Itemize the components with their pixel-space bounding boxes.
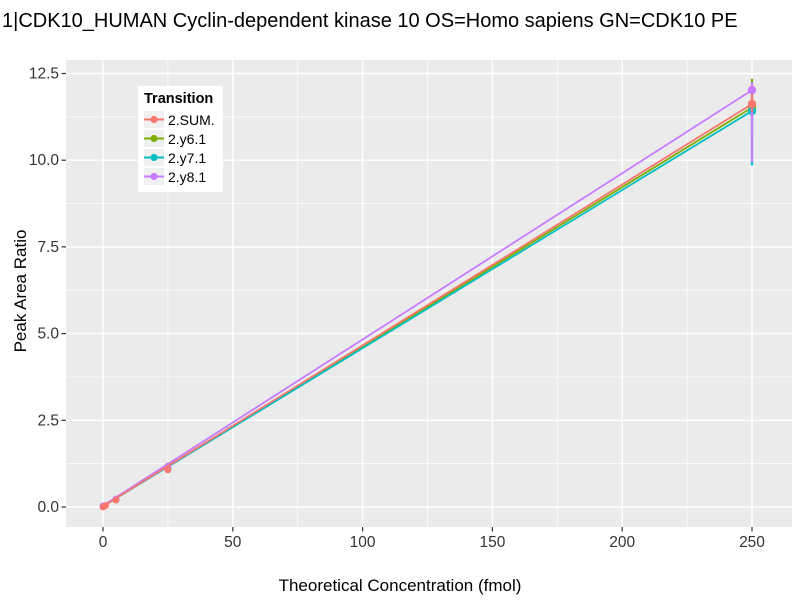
x-axis-title: Theoretical Concentration (fmol) — [278, 576, 522, 595]
series-2-sum — [99, 94, 757, 511]
legend-key-pointrange-icon — [144, 111, 164, 128]
y-tick-labels: 0.0 2.5 5.0 7.5 10.0 12.5 — [29, 66, 60, 517]
legend-key-pointrange-icon — [144, 130, 164, 147]
legend-item-2-y7-1: 2.y7.1 — [144, 148, 215, 167]
legend-title: Transition — [144, 91, 214, 107]
y-axis-title: Peak Area Ratio — [11, 229, 30, 353]
fit-line — [102, 110, 753, 508]
x-tick-label: 150 — [479, 534, 505, 551]
legend-key-pointrange-icon — [144, 168, 164, 185]
legend-item-label: 2.y7.1 — [168, 149, 207, 166]
legend-key-pointrange-icon — [144, 149, 164, 166]
y-tick-label: 7.5 — [37, 239, 59, 256]
minor-gridlines — [66, 60, 792, 527]
data-point — [164, 466, 172, 474]
legend-item-2-y8-1: 2.y8.1 — [144, 167, 215, 186]
legend-item-label: 2.SUM. — [168, 111, 215, 128]
x-tick-label: 200 — [609, 534, 635, 551]
fit-line — [102, 89, 753, 507]
x-tick-label: 50 — [224, 534, 242, 551]
y-tick-label: 10.0 — [29, 152, 60, 169]
axis-tick-marks — [61, 72, 753, 532]
chart-title: 1|CDK10_HUMAN Cyclin-dependent kinase 10… — [2, 10, 738, 32]
fit-line — [102, 103, 753, 508]
legend-item-label: 2.y6.1 — [168, 130, 207, 147]
data-point — [747, 85, 757, 95]
x-tick-label: 250 — [739, 534, 765, 551]
legend: Transition 2.SUM. 2.y6.1 2.y7.1 2.y8.1 — [138, 86, 223, 192]
y-tick-label: 0.0 — [37, 499, 59, 516]
y-tick-label: 5.0 — [37, 326, 59, 343]
legend-item-2-sum: 2.SUM. — [144, 110, 215, 129]
x-tick-label: 0 — [99, 534, 108, 551]
major-gridlines — [66, 60, 792, 527]
y-tick-label: 12.5 — [29, 66, 59, 83]
x-tick-labels: 0 50 100 150 200 250 — [99, 534, 766, 551]
legend-item-2-y6-1: 2.y6.1 — [144, 129, 215, 148]
legend-items: 2.SUM. 2.y6.1 2.y7.1 2.y8.1 — [144, 110, 215, 186]
data-point — [102, 502, 109, 510]
x-tick-label: 100 — [350, 534, 376, 551]
data-point — [112, 496, 120, 504]
legend-item-label: 2.y8.1 — [168, 168, 207, 185]
y-tick-label: 2.5 — [37, 412, 59, 429]
data-point — [747, 99, 757, 109]
